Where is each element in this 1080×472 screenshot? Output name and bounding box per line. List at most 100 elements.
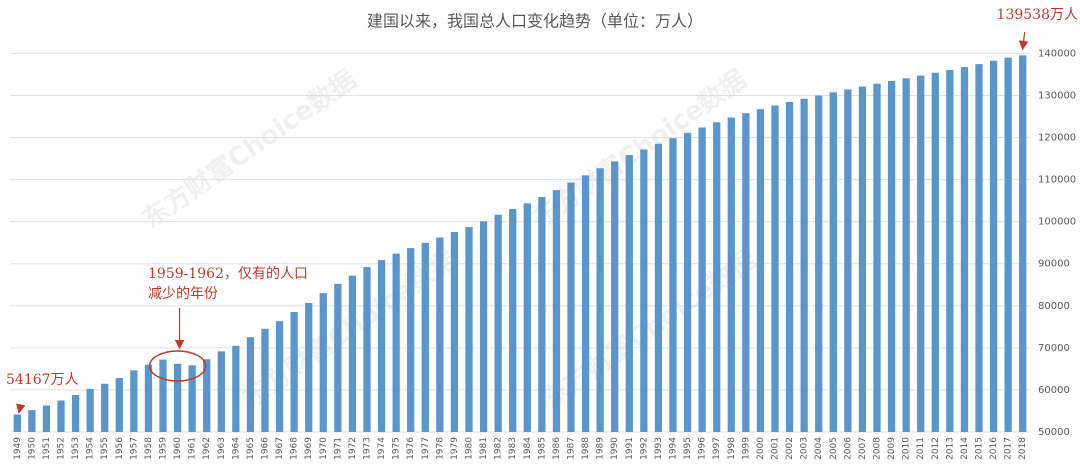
x-tick-label: 1955 (100, 437, 110, 460)
x-tick-label: 2008 (873, 437, 883, 460)
x-tick-label: 1954 (86, 437, 96, 460)
bar (946, 69, 954, 432)
bar (348, 275, 357, 432)
bar (377, 260, 386, 432)
x-tick-label: 1979 (450, 437, 460, 460)
y-tick-label: 70000 (1038, 343, 1070, 354)
x-tick-label: 2015 (975, 437, 985, 460)
bar (742, 113, 750, 433)
x-tick-label: 2009 (887, 437, 897, 460)
annotation-arrow (16, 403, 26, 414)
x-tick-label: 2003 (800, 437, 810, 460)
bar (902, 78, 910, 432)
annotation-arrow (1018, 31, 1029, 51)
bar (479, 221, 488, 432)
x-tick-label: 2014 (960, 437, 970, 460)
bar (28, 410, 36, 432)
x-tick-label: 1959 (159, 437, 169, 460)
x-tick-label: 2017 (1004, 437, 1014, 460)
bar (844, 89, 852, 433)
bar (450, 232, 459, 432)
x-tick-label: 1972 (348, 437, 358, 460)
y-tick-label: 50000 (1038, 427, 1070, 438)
x-tick-label: 2007 (858, 437, 868, 460)
bar (596, 168, 604, 433)
x-tick-label: 1962 (202, 437, 212, 460)
x-tick-label: 1995 (683, 437, 693, 460)
bar (436, 237, 444, 432)
bar (115, 378, 123, 432)
x-tick-label: 1981 (479, 437, 489, 460)
bar (654, 143, 663, 433)
y-tick-label: 100000 (1038, 217, 1076, 228)
x-tick-label: 2010 (902, 437, 912, 460)
bar (815, 95, 823, 432)
bar (975, 64, 983, 432)
bar (785, 101, 794, 432)
bar (144, 364, 153, 432)
bar (232, 345, 240, 432)
annotation: 1959-1962，仅有的人口 (148, 266, 308, 282)
x-tick-label: 2011 (916, 437, 926, 460)
bar (931, 72, 939, 432)
bar (130, 370, 138, 432)
bar (567, 182, 575, 432)
x-tick-label: 2018 (1018, 437, 1028, 460)
x-tick-label: 1985 (537, 437, 547, 460)
bar (538, 197, 546, 432)
bar (756, 109, 765, 433)
x-tick-label: 1983 (508, 437, 518, 460)
x-tick-label: 1984 (523, 437, 533, 460)
x-tick-label: 1989 (596, 437, 606, 460)
bar (713, 122, 721, 432)
bar (683, 132, 692, 432)
bar (887, 80, 896, 432)
x-tick-label: 1996 (698, 437, 708, 460)
bar (275, 321, 284, 432)
watermark: 东方财富Choice数据 (137, 64, 362, 235)
x-tick-label: 1997 (712, 437, 722, 460)
x-tick-label: 1974 (377, 437, 387, 460)
x-tick-label: 1980 (465, 437, 475, 460)
x-tick-label: 1956 (115, 437, 125, 460)
x-tick-label: 1968 (290, 437, 300, 460)
bar (509, 209, 517, 432)
x-tick-label: 1966 (261, 437, 271, 460)
annotation: 54167万人 (6, 372, 79, 388)
x-tick-label: 2013 (945, 437, 955, 460)
bar (159, 359, 167, 432)
x-tick-label: 1993 (654, 437, 664, 460)
x-tick-label: 2005 (829, 437, 839, 460)
annotation: 减少的年份 (148, 286, 218, 302)
y-tick-label: 60000 (1038, 385, 1070, 396)
bar (552, 190, 561, 432)
x-tick-label: 2002 (785, 437, 795, 460)
x-tick-label: 1975 (392, 437, 402, 460)
bar (829, 92, 837, 433)
bar (392, 253, 400, 432)
x-tick-label: 1964 (231, 437, 241, 460)
bar (57, 400, 65, 432)
bar (611, 161, 619, 432)
y-tick-label: 130000 (1038, 90, 1076, 101)
x-tick-label: 2012 (931, 437, 941, 460)
bar (698, 127, 706, 433)
x-tick-label: 2001 (771, 437, 781, 460)
bar (960, 66, 969, 432)
bar (771, 105, 779, 433)
bar (13, 414, 21, 432)
bar (873, 83, 881, 432)
x-tick-label: 1965 (246, 437, 256, 460)
chart-title: 建国以来，我国总人口变化趋势（单位：万人） (367, 12, 703, 31)
bar (334, 283, 342, 432)
bar (669, 138, 677, 433)
annotation: 139538万人 (997, 7, 1078, 23)
x-tick-label: 1976 (406, 437, 416, 460)
bar (640, 149, 648, 432)
x-tick-label: 1999 (741, 437, 751, 460)
x-tick-label: 1958 (144, 437, 154, 460)
x-tick-label: 1950 (27, 437, 37, 460)
x-tick-label: 1971 (333, 437, 343, 460)
x-tick-label: 2000 (756, 437, 766, 460)
x-tick-label: 1992 (639, 437, 649, 460)
